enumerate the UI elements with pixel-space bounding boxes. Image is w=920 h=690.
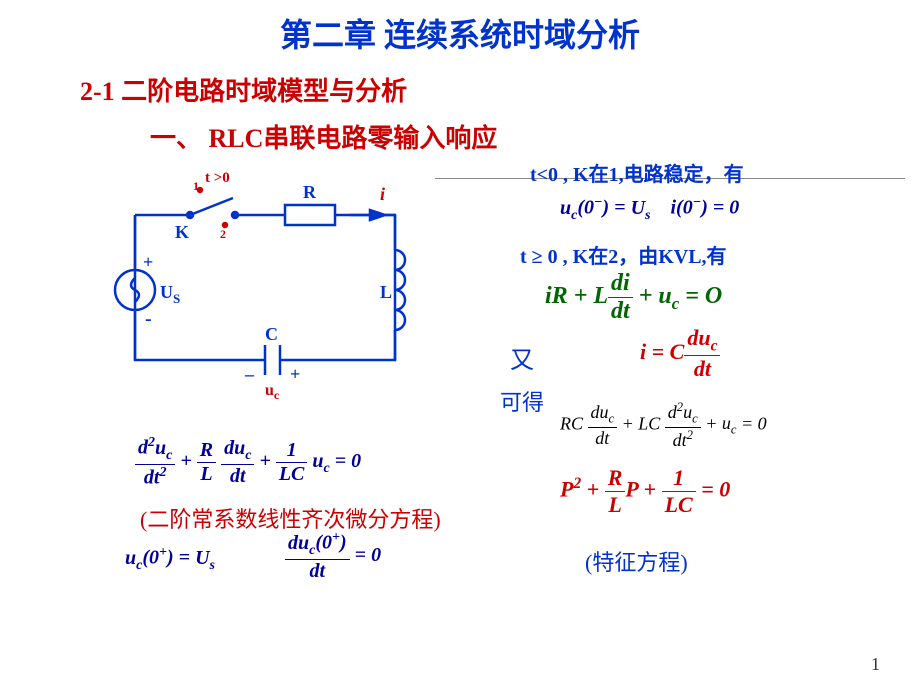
chapter-title: 第二章 连续系统时域分析 xyxy=(0,0,920,56)
i-equals: i = Cducdt xyxy=(640,325,720,382)
uc-label: uc xyxy=(265,382,280,400)
capacitor-label: C xyxy=(265,324,278,344)
source-minus: - xyxy=(145,308,152,330)
current-label: i xyxy=(380,184,385,204)
inductor-label: L xyxy=(380,282,392,302)
initial-conditions-1: uc(0−) = Us i(0−) = 0 xyxy=(560,195,739,224)
cond1-text: t<0 , K在1,电路稳定，有 xyxy=(530,158,744,187)
obtain-text: 可得 xyxy=(500,385,544,417)
kvl-equation: iR + Ldidt + uc = O xyxy=(545,270,722,325)
page-number: 1 xyxy=(871,654,880,675)
cond2-text: t ≥ 0 , K在2，由KVL,有 xyxy=(520,240,727,269)
node1-label: 1 xyxy=(193,179,199,193)
ode-equation: d2ucdt2 + RL ducdt + 1LC uc = 0 xyxy=(135,435,361,489)
resistor-label: R xyxy=(303,182,317,202)
source-plus: + xyxy=(143,252,153,272)
char-annotation: (特征方程) xyxy=(585,545,688,577)
char-equation: P2 + RLP + 1LC = 0 xyxy=(560,465,730,518)
source-label: US xyxy=(160,282,180,306)
cap-minus: – xyxy=(244,364,255,384)
section-title: 2-1 二阶电路时域模型与分析 xyxy=(80,71,920,108)
also-text: 又 xyxy=(510,340,534,375)
switch-k-label: K xyxy=(175,222,189,242)
cap-plus: + xyxy=(290,364,300,384)
rc-lc-equation: RC ducdt + LC d2ucdt2 + uc = 0 xyxy=(560,400,767,451)
initial-cond-2b: duc(0+)dt = 0 xyxy=(285,530,381,583)
node2-label: 2 xyxy=(220,227,226,241)
rlc-circuit-diagram: t >0 1 2 K R i L C US + - – + uc xyxy=(105,170,435,400)
subsection-title: 一、 RLC串联电路零输入响应 xyxy=(150,118,920,155)
switch-t-label: t >0 xyxy=(205,170,230,186)
initial-cond-2a: uc(0+) = Us xyxy=(125,545,215,574)
